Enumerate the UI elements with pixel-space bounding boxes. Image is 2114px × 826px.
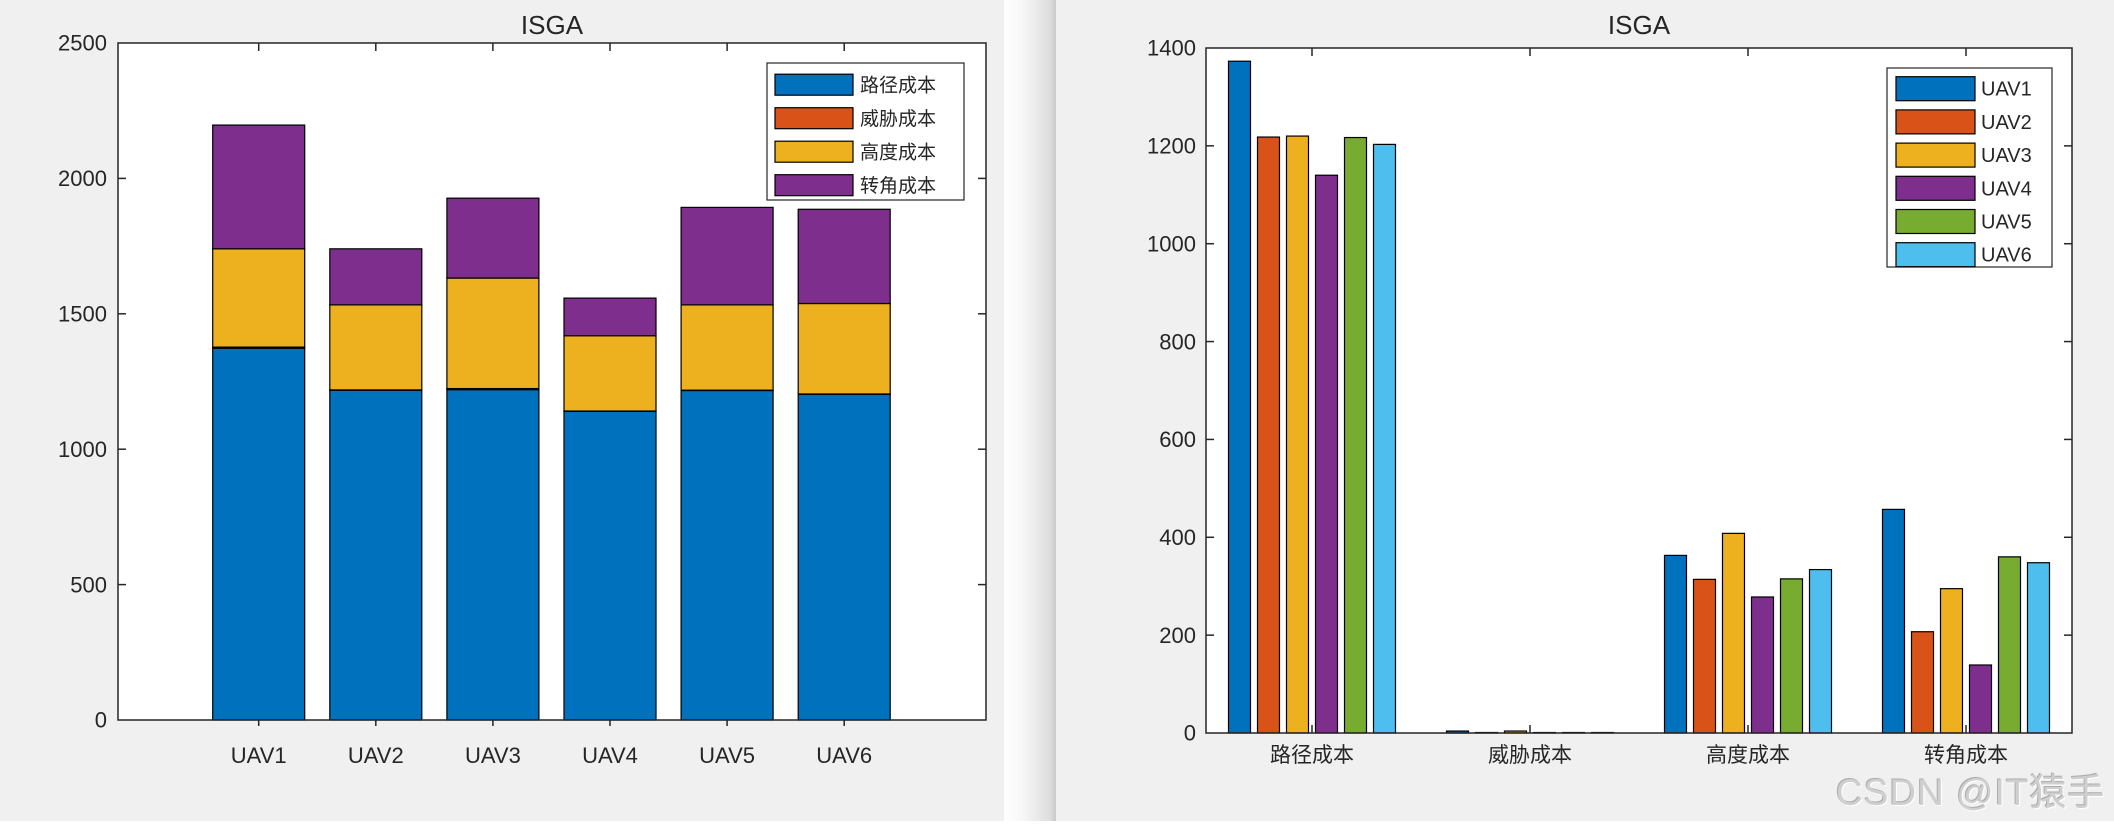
grouped-bar-chart-canvas: 0200400600800100012001400路径成本威胁成本高度成本转角成… xyxy=(1056,0,2114,821)
y-tick-label: 2000 xyxy=(58,166,107,191)
chart-title: ISGA xyxy=(1608,10,1671,40)
legend-swatch-UAV4 xyxy=(1896,176,1975,200)
y-tick-label: 2500 xyxy=(58,31,107,56)
legend-swatch-威胁成本 xyxy=(775,108,853,129)
bar-segment-转角成本-UAV3 xyxy=(447,198,539,278)
y-tick-label: 1500 xyxy=(58,302,107,327)
bar-UAV5-路径成本 xyxy=(1345,138,1367,733)
legend-label-UAV4: UAV4 xyxy=(1981,178,2032,200)
legend-label-转角成本: 转角成本 xyxy=(860,175,936,197)
x-tick-label: UAV5 xyxy=(699,743,755,768)
bar-segment-高度成本-UAV5 xyxy=(681,305,773,390)
y-tick-label: 1000 xyxy=(1147,231,1196,256)
legend-swatch-高度成本 xyxy=(775,141,853,162)
bar-UAV4-高度成本 xyxy=(1752,597,1774,733)
legend-swatch-UAV5 xyxy=(1896,210,1975,234)
bar-segment-转角成本-UAV2 xyxy=(330,249,422,305)
bar-segment-高度成本-UAV3 xyxy=(447,278,539,388)
bar-segment-转角成本-UAV1 xyxy=(213,125,305,249)
bar-UAV2-高度成本 xyxy=(1694,579,1716,733)
x-tick-label: 路径成本 xyxy=(1270,744,1354,767)
y-tick-label: 0 xyxy=(1184,721,1196,746)
bar-UAV5-高度成本 xyxy=(1781,579,1803,733)
legend-swatch-UAV6 xyxy=(1896,243,1975,267)
y-tick-label: 600 xyxy=(1159,427,1196,452)
bar-segment-路径成本-UAV4 xyxy=(564,411,656,720)
x-tick-label: UAV1 xyxy=(231,743,287,768)
legend-swatch-UAV1 xyxy=(1896,77,1975,101)
bar-segment-高度成本-UAV4 xyxy=(564,336,656,411)
bar-segment-转角成本-UAV4 xyxy=(564,298,656,336)
bar-segment-路径成本-UAV2 xyxy=(330,390,422,720)
bar-UAV2-路径成本 xyxy=(1258,137,1280,733)
bar-UAV4-转角成本 xyxy=(1970,665,1992,733)
bar-UAV3-转角成本 xyxy=(1941,589,1963,733)
legend-swatch-UAV2 xyxy=(1896,110,1975,134)
y-tick-label: 200 xyxy=(1159,623,1196,648)
bar-UAV6-路径成本 xyxy=(1374,144,1396,733)
legend-label-路径成本: 路径成本 xyxy=(860,74,936,96)
y-tick-label: 1200 xyxy=(1147,134,1196,159)
bar-UAV5-转角成本 xyxy=(1999,557,2021,733)
legend-label-UAV5: UAV5 xyxy=(1981,212,2032,234)
legend-swatch-路径成本 xyxy=(775,74,853,95)
y-tick-label: 1400 xyxy=(1147,36,1196,61)
x-tick-label: UAV3 xyxy=(465,743,521,768)
legend-swatch-转角成本 xyxy=(775,175,853,196)
bar-segment-路径成本-UAV3 xyxy=(447,390,539,720)
legend-label-威胁成本: 威胁成本 xyxy=(860,108,936,130)
bar-UAV6-高度成本 xyxy=(1810,570,1832,733)
bar-UAV1-转角成本 xyxy=(1883,509,1905,733)
legend-label-UAV3: UAV3 xyxy=(1981,145,2032,167)
legend-swatch-UAV3 xyxy=(1896,143,1975,167)
legend-label-高度成本: 高度成本 xyxy=(860,141,936,163)
bar-segment-转角成本-UAV6 xyxy=(798,209,890,303)
y-tick-label: 1000 xyxy=(58,437,107,462)
bar-segment-路径成本-UAV1 xyxy=(213,348,305,720)
bar-segment-转角成本-UAV5 xyxy=(681,207,773,304)
x-tick-label: 威胁成本 xyxy=(1488,744,1572,767)
bar-UAV4-路径成本 xyxy=(1316,175,1338,733)
x-tick-label: UAV4 xyxy=(582,743,638,768)
bar-UAV3-高度成本 xyxy=(1723,533,1745,733)
bar-segment-路径成本-UAV5 xyxy=(681,390,773,720)
bar-UAV6-转角成本 xyxy=(2028,563,2050,733)
bar-UAV3-路径成本 xyxy=(1287,136,1309,733)
y-tick-label: 400 xyxy=(1159,525,1196,550)
figure-window-stacked-cost-chart: 0 500 1000 1500 2000 2500 UAV1 UAV2 UAV3 UAV4 UAV5… xyxy=(0,0,1004,821)
y-tick-label: 500 xyxy=(70,572,107,597)
x-tick-label: UAV2 xyxy=(348,743,404,768)
legend-label-UAV1: UAV1 xyxy=(1981,79,2032,101)
bar-UAV2-转角成本 xyxy=(1912,632,1934,733)
bar-UAV1-路径成本 xyxy=(1229,61,1251,733)
csdn-watermark: CSDN @IT猿手 xyxy=(1836,762,2114,816)
bar-segment-高度成本-UAV2 xyxy=(330,305,422,390)
y-tick-label: 0 xyxy=(95,708,107,733)
bar-segment-高度成本-UAV6 xyxy=(798,304,890,394)
y-tick-label: 800 xyxy=(1159,329,1196,354)
bar-segment-路径成本-UAV6 xyxy=(798,394,890,720)
x-tick-label: UAV6 xyxy=(816,743,872,768)
legend: UAV1 UAV2 UAV3 UAV4 UAV5 UAV6 xyxy=(1887,68,2052,267)
legend-label-UAV2: UAV2 xyxy=(1981,112,2032,134)
bar-UAV1-高度成本 xyxy=(1665,555,1687,733)
stacked-bar-chart-canvas: 0 500 1000 1500 2000 2500 UAV1 UAV2 UAV3 UAV4 UAV5… xyxy=(0,0,1004,821)
x-tick-label: 高度成本 xyxy=(1706,744,1790,767)
chart-title: ISGA xyxy=(521,10,584,40)
bar-segment-高度成本-UAV1 xyxy=(213,249,305,347)
legend-label-UAV6: UAV6 xyxy=(1981,245,2032,267)
window-gap-shadow xyxy=(1004,0,1057,821)
